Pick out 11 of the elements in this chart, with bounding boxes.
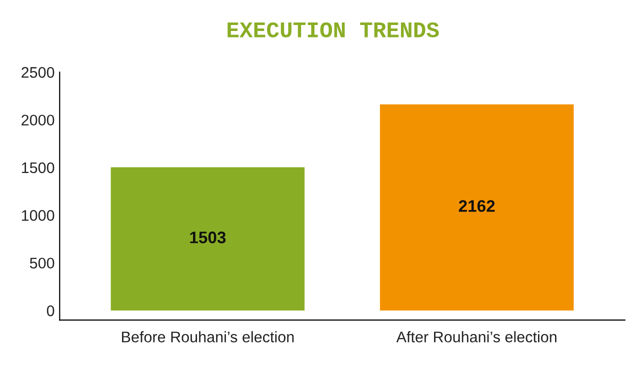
y-tick-label: 1000 bbox=[22, 210, 54, 221]
y-tick-label: 2500 bbox=[22, 67, 54, 78]
data-label: 2162 bbox=[458, 200, 495, 212]
x-tick-label: Before Rouhani’s election bbox=[122, 331, 294, 342]
x-tick-label: After Rouhani’s election bbox=[396, 331, 556, 342]
data-label: 1503 bbox=[190, 232, 226, 244]
chart-title: EXECUTION TRENDS bbox=[228, 22, 439, 38]
y-tick-label: 1500 bbox=[22, 162, 54, 174]
y-tick-label: 2000 bbox=[22, 114, 54, 126]
y-tick-label: 500 bbox=[30, 258, 54, 269]
y-tick-label: 0 bbox=[46, 305, 54, 316]
